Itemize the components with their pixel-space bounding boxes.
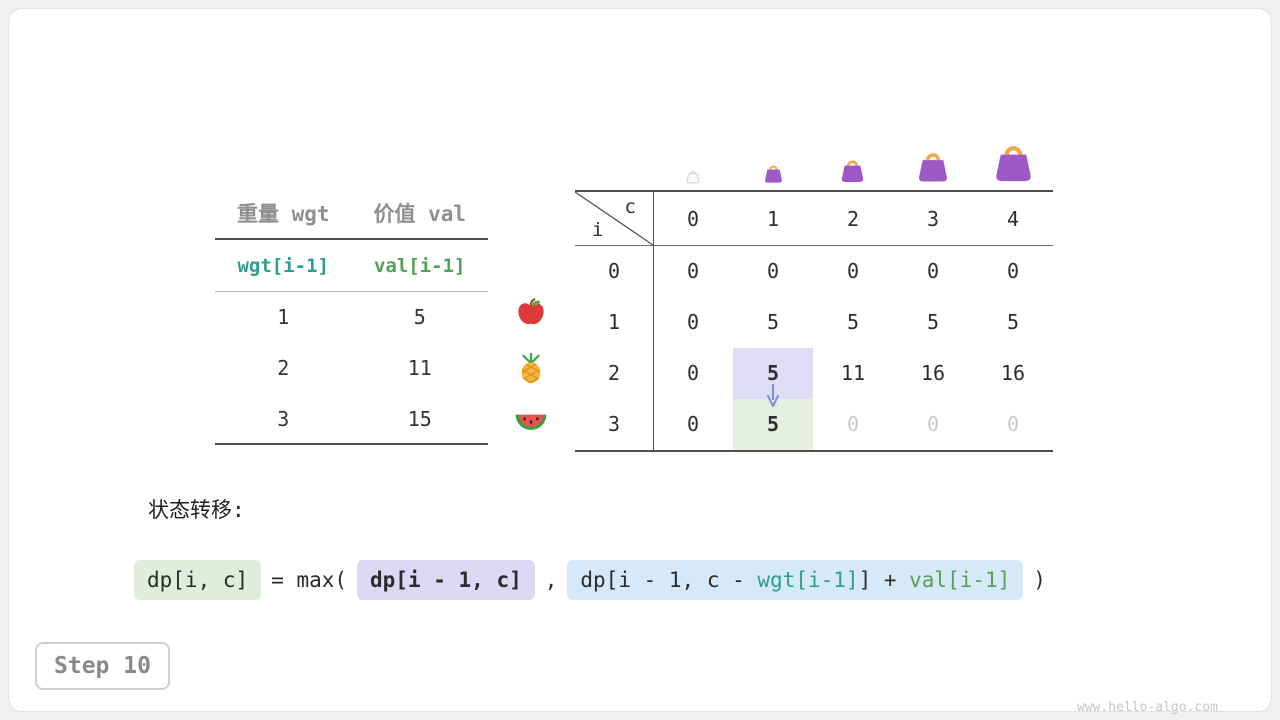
dp-cell-2-3: 16	[920, 361, 946, 385]
dp-cell-1-2: 5	[846, 310, 860, 334]
item-row-3: 3 15	[215, 394, 488, 445]
dp-row-3: 3 0 5 0 0 0	[575, 399, 1053, 450]
dp-cell-0-4: 0	[1006, 259, 1020, 283]
item-1-value: 5	[413, 305, 426, 329]
value-column-header: 价值 val	[373, 202, 467, 226]
dp-col-header-0: 0	[686, 207, 700, 231]
dp-row-0: 0 0 0 0 0 0	[575, 246, 1053, 297]
step-indicator: Step 10	[35, 642, 170, 690]
dp-corner-cell: c i	[575, 192, 653, 245]
apple-icon	[516, 297, 546, 327]
item-2-value: 11	[407, 356, 432, 380]
equals-max-text: = max(	[271, 568, 348, 592]
dp-row-header-3: 3	[607, 412, 621, 436]
dp-row-2: 2 0 5 11 16 16	[575, 348, 1053, 399]
dp-col-header-1: 1	[766, 207, 780, 231]
bag-icon-capacity-3	[914, 149, 952, 184]
watermelon-icon	[514, 407, 548, 437]
items-table: 重量 wgt 价值 val wgt[i-1] val[i-1] 1 5 2 11…	[215, 190, 488, 445]
dp-cell-1-0: 0	[686, 310, 700, 334]
transition-arrow-icon	[767, 384, 779, 407]
comma-text: ,	[544, 568, 558, 592]
dp-row-header-1: 1	[607, 310, 621, 334]
dp-cell-0-0: 0	[686, 259, 700, 283]
dp-cell-2-2: 11	[840, 361, 866, 385]
dp-cell-1-1: 5	[766, 310, 780, 334]
wgt-expression-label: wgt[i-1]	[237, 255, 329, 277]
take-term-mid: ] +	[858, 568, 910, 592]
dp-col-header-3: 3	[926, 207, 940, 231]
bag-icon-capacity-2	[838, 157, 867, 184]
dp-table: c i 0 1 2 3 4 0 0 0 0 0 0 1 0 5 5 5 5 2 …	[575, 190, 1053, 452]
dp-cell-0-2: 0	[846, 259, 860, 283]
dp-cell-3-2: 0	[846, 412, 860, 436]
corner-diagonal-line	[575, 192, 653, 245]
item-2-weight: 2	[277, 356, 290, 380]
dp-cell-3-1-highlighted-target: 5	[733, 399, 813, 450]
item-3-value: 15	[407, 407, 432, 431]
col-variable-label: c	[624, 196, 636, 218]
dp-current-term: dp[i, c]	[134, 560, 262, 600]
dp-row-1: 1 0 5 5 5 5	[575, 297, 1053, 348]
dp-cell-3-3: 0	[926, 412, 940, 436]
take-term-val: val[i-1]	[909, 568, 1011, 592]
dp-cell-1-4: 5	[1006, 310, 1020, 334]
dp-table-vertical-divider	[653, 192, 654, 450]
val-expression-label: val[i-1]	[373, 255, 466, 277]
dp-skip-item-term: dp[i - 1, c]	[357, 560, 535, 600]
item-row-2: 2 11	[215, 343, 488, 394]
items-table-var-row: wgt[i-1] val[i-1]	[215, 240, 488, 292]
item-row-1: 1 5	[215, 292, 488, 343]
dp-row-header-2: 2	[607, 361, 621, 385]
bag-icon-capacity-4	[990, 141, 1037, 184]
state-transition-formula: dp[i, c] = max( dp[i - 1, c] , dp[i - 1,…	[134, 560, 1046, 600]
dp-header-row: c i 0 1 2 3 4	[575, 192, 1053, 246]
row-variable-label: i	[592, 219, 604, 241]
dp-cell-2-0: 0	[686, 361, 700, 385]
bag-icon-capacity-0	[685, 169, 701, 184]
take-term-wgt: wgt[i-1]	[757, 568, 859, 592]
take-term-prefix: dp[i - 1, c -	[580, 568, 758, 592]
dp-col-header-2: 2	[846, 207, 860, 231]
bag-icon-capacity-1	[762, 163, 785, 184]
dp-cell-3-0: 0	[686, 412, 700, 436]
weight-column-header: 重量 wgt	[236, 202, 330, 226]
close-paren-text: )	[1033, 568, 1046, 592]
dp-cell-2-4: 16	[1000, 361, 1026, 385]
dp-cell-1-3: 5	[926, 310, 940, 334]
dp-cell-0-1: 0	[766, 259, 780, 283]
dp-row-header-0: 0	[607, 259, 621, 283]
pineapple-icon	[516, 352, 546, 384]
dp-col-header-4: 4	[1006, 207, 1020, 231]
dp-cell-0-3: 0	[926, 259, 940, 283]
item-3-weight: 3	[277, 407, 290, 431]
dp-cell-3-4: 0	[1006, 412, 1020, 436]
item-1-weight: 1	[277, 305, 290, 329]
items-table-header-row: 重量 wgt 价值 val	[215, 190, 488, 240]
dp-take-item-term: dp[i - 1, c - wgt[i-1]] + val[i-1]	[567, 560, 1024, 600]
watermark: www.hello-algo.com	[1077, 700, 1218, 715]
state-transition-label: 状态转移:	[148, 498, 245, 522]
step-label: Step 10	[54, 653, 151, 679]
